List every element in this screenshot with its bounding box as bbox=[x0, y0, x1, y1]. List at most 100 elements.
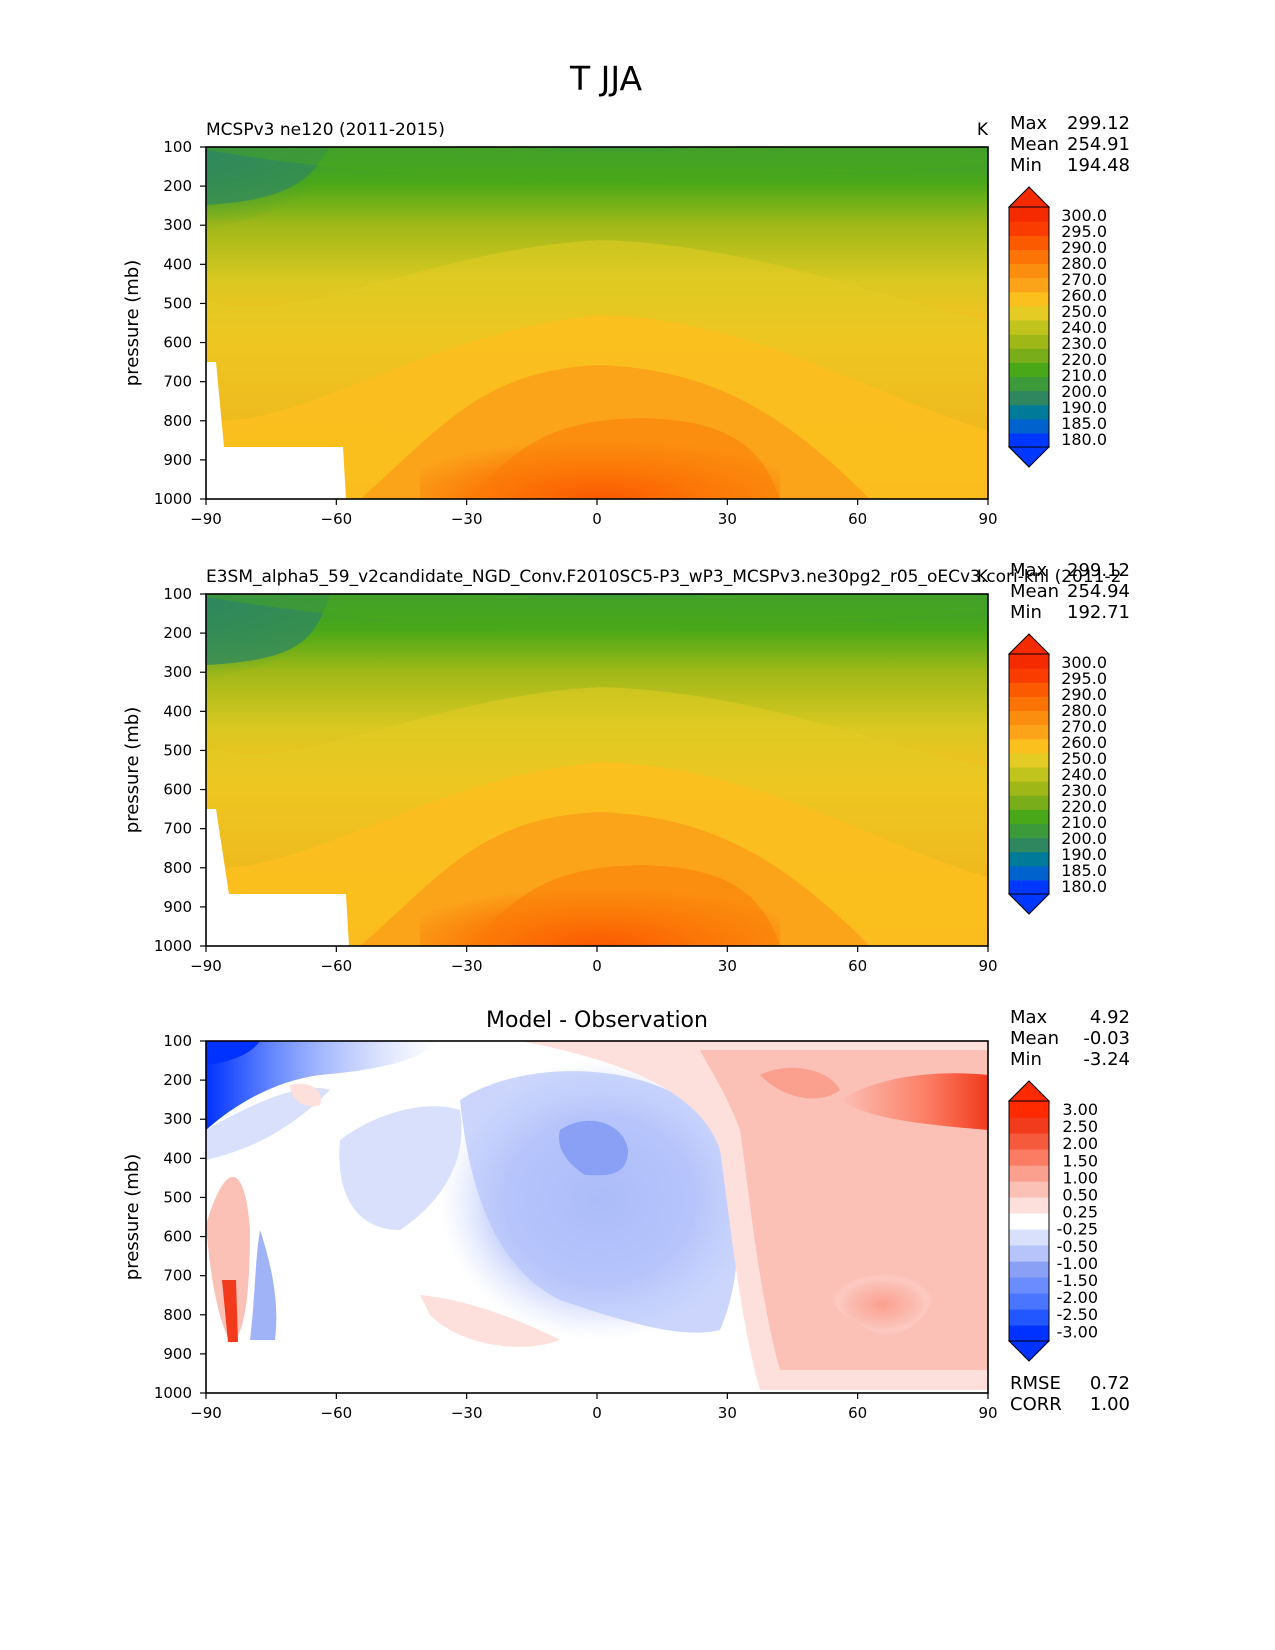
colorbar-label: 2.50 bbox=[1062, 1117, 1098, 1136]
x-tick-label: 0 bbox=[592, 957, 602, 975]
colorbar-label: -1.50 bbox=[1057, 1271, 1098, 1290]
colorbar-segment bbox=[1009, 1133, 1049, 1150]
colorbar-segment bbox=[1009, 1261, 1049, 1278]
colorbar-label: 190.0 bbox=[1061, 845, 1107, 864]
y-ticks: 100 200 300 400 500 600 700 800 900 1000 bbox=[154, 1032, 206, 1402]
y-axis-label: pressure (mb) bbox=[122, 707, 143, 833]
colorbar-segment bbox=[1009, 1229, 1049, 1246]
y-tick-label: 200 bbox=[163, 177, 192, 195]
colorbar-label: 185.0 bbox=[1061, 414, 1107, 433]
figure-title: T JJA bbox=[569, 59, 643, 98]
colorbar-segment bbox=[1009, 738, 1049, 754]
colorbar-label: 300.0 bbox=[1061, 653, 1107, 672]
colorbar-label: 3.00 bbox=[1062, 1100, 1098, 1119]
colorbar-segment bbox=[1009, 376, 1049, 392]
y-tick-label: 800 bbox=[163, 859, 192, 877]
stat-value: -3.24 bbox=[1083, 1049, 1130, 1070]
x-ticks: −90 −60 −30 0 30 60 90 bbox=[190, 946, 998, 975]
y-ticks: 100 200 300 400 500 600 700 800 900 1000 bbox=[154, 585, 206, 955]
colorbar-segment bbox=[1009, 277, 1049, 293]
stat-label: Mean bbox=[1010, 581, 1059, 602]
colorbar-segment bbox=[1009, 249, 1049, 265]
y-ticks: 100 200 300 400 500 600 700 800 900 1000 bbox=[154, 138, 206, 508]
x-tick-label: 0 bbox=[592, 1404, 602, 1422]
colorbar-segment bbox=[1009, 291, 1049, 307]
contour-field bbox=[206, 594, 988, 946]
colorbar-label: 0.25 bbox=[1062, 1203, 1098, 1222]
y-tick-label: 800 bbox=[163, 412, 192, 430]
y-tick-label: 300 bbox=[163, 216, 192, 234]
x-tick-label: −60 bbox=[321, 510, 353, 528]
colorbar: 300.0295.0290.0280.0270.0260.0250.0240.0… bbox=[1007, 186, 1107, 468]
colorbar-max-extension bbox=[1007, 633, 1051, 655]
colorbar-frame bbox=[1008, 653, 1050, 895]
stat-label: Min bbox=[1010, 1049, 1042, 1070]
colorbar-segment bbox=[1009, 319, 1049, 335]
y-tick-label: 500 bbox=[163, 294, 192, 312]
colorbar-segment bbox=[1009, 752, 1049, 768]
y-tick-label: 200 bbox=[163, 624, 192, 642]
colorbar-segment bbox=[1009, 432, 1049, 448]
colorbar-segment bbox=[1009, 263, 1049, 279]
stats-block: Max 299.12 Mean 254.94 Min 192.71 bbox=[1010, 560, 1130, 623]
colorbar-label: -0.50 bbox=[1057, 1237, 1098, 1256]
colorbar-segment bbox=[1009, 1245, 1049, 1262]
panel-title: E3SM_alpha5_59_v2candidate_NGD_Conv.F201… bbox=[206, 567, 1121, 587]
y-tick-label: 1000 bbox=[154, 1384, 192, 1402]
stat-value: 192.71 bbox=[1067, 602, 1130, 623]
x-ticks: −90 −60 −30 0 30 60 90 bbox=[190, 1393, 998, 1422]
colorbar-label: 250.0 bbox=[1061, 749, 1107, 768]
colorbar-segment bbox=[1009, 334, 1049, 349]
colorbar-label: -1.00 bbox=[1057, 1254, 1098, 1273]
colorbar-segment bbox=[1009, 710, 1049, 726]
colorbar-segment bbox=[1009, 1181, 1049, 1198]
x-tick-label: 60 bbox=[848, 1404, 867, 1422]
colorbar-label: 295.0 bbox=[1061, 222, 1107, 241]
colorbar-label: 210.0 bbox=[1061, 813, 1107, 832]
y-tick-label: 600 bbox=[163, 781, 192, 799]
y-tick-label: 700 bbox=[163, 1267, 192, 1285]
x-tick-label: 60 bbox=[848, 510, 867, 528]
x-tick-label: −90 bbox=[190, 510, 222, 528]
colorbar-segment bbox=[1009, 305, 1049, 321]
colorbar-segment bbox=[1009, 781, 1049, 796]
stat-value: 299.12 bbox=[1067, 113, 1130, 134]
units-label: K bbox=[977, 567, 989, 587]
y-tick-label: 900 bbox=[163, 451, 192, 469]
colorbar-label: 220.0 bbox=[1061, 350, 1107, 369]
colorbar-segment bbox=[1009, 682, 1049, 697]
colorbar-segment bbox=[1009, 696, 1049, 712]
stats-block: Max 299.12 Mean 254.91 Min 194.48 bbox=[1010, 113, 1130, 176]
colorbar-segment bbox=[1009, 418, 1049, 434]
colorbar-segment bbox=[1009, 851, 1049, 867]
colorbar-min-extension bbox=[1007, 893, 1051, 915]
y-axis-label: pressure (mb) bbox=[122, 1154, 143, 1280]
stat-label: RMSE bbox=[1010, 1373, 1061, 1394]
colorbar-min-extension bbox=[1007, 446, 1051, 468]
colorbar-frame bbox=[1008, 1100, 1050, 1342]
colorbar-label: 270.0 bbox=[1061, 717, 1107, 736]
panel-title: Model - Observation bbox=[486, 1008, 708, 1033]
y-tick-label: 700 bbox=[163, 373, 192, 391]
y-tick-label: 100 bbox=[163, 1032, 192, 1050]
colorbar-label: 0.50 bbox=[1062, 1186, 1098, 1205]
colorbar-segment bbox=[1009, 235, 1049, 250]
colorbar-segment bbox=[1009, 1309, 1049, 1326]
colorbar-min-extension bbox=[1007, 1340, 1051, 1362]
colorbar-label: -0.25 bbox=[1057, 1220, 1098, 1239]
colorbar-segment bbox=[1009, 879, 1049, 895]
rmse-corr-block: RMSE 0.72 CORR 1.00 bbox=[1010, 1373, 1130, 1415]
colorbar-segment bbox=[1009, 837, 1049, 853]
colorbar-segment bbox=[1009, 1117, 1049, 1134]
colorbar-label: -2.50 bbox=[1057, 1305, 1098, 1324]
colorbar-label: 210.0 bbox=[1061, 366, 1107, 385]
stat-label: Max bbox=[1010, 1007, 1048, 1028]
colorbar-label: 240.0 bbox=[1061, 318, 1107, 337]
colorbar-frame bbox=[1008, 206, 1050, 448]
y-tick-label: 900 bbox=[163, 1345, 192, 1363]
contour-field bbox=[206, 147, 988, 499]
y-tick-label: 600 bbox=[163, 334, 192, 352]
colorbar-segment bbox=[1009, 207, 1049, 222]
stats-block: Max 4.92 Mean -0.03 Min -3.24 bbox=[1010, 1007, 1130, 1070]
stat-label: Min bbox=[1010, 155, 1042, 176]
